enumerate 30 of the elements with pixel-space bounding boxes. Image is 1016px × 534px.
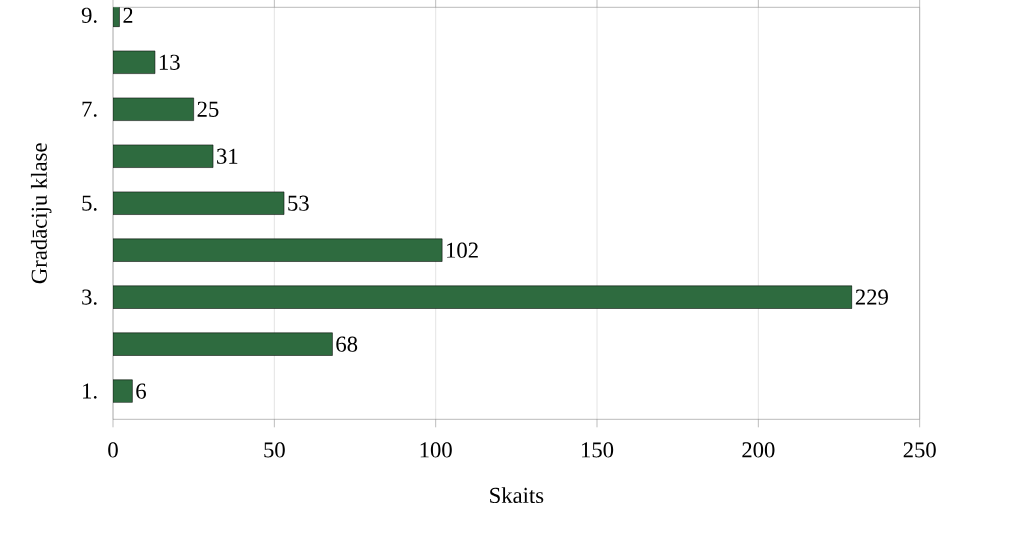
x-tick-label: 250 xyxy=(903,442,936,458)
bar xyxy=(113,50,156,74)
data-label: 6 xyxy=(136,383,146,399)
data-label: 31 xyxy=(217,148,238,164)
y-axis-title: Gradāciju klase xyxy=(30,143,52,284)
bar xyxy=(113,379,133,403)
bar xyxy=(113,191,285,215)
y-tick-label: 7. xyxy=(82,101,97,117)
y-tick-label: 9. xyxy=(81,7,97,23)
bar xyxy=(113,238,443,262)
x-tick-label: 50 xyxy=(264,442,285,458)
data-label: 53 xyxy=(288,195,309,211)
data-label: 2 xyxy=(123,7,133,23)
bar xyxy=(113,144,214,168)
x-tick-label: 0 xyxy=(108,442,118,458)
x-tick-label: 150 xyxy=(581,442,614,458)
x-axis-title: Skaits xyxy=(490,487,544,504)
y-tick-label: 5. xyxy=(82,195,97,211)
x-tick-label: 200 xyxy=(742,442,775,458)
data-label: 25 xyxy=(197,101,219,117)
data-label: 68 xyxy=(336,336,358,352)
y-tick-label: 3. xyxy=(82,289,97,305)
x-tick-label: 100 xyxy=(420,442,452,458)
y-tick-label: 1. xyxy=(83,383,97,399)
bar xyxy=(113,332,333,356)
data-label: 13 xyxy=(159,54,180,70)
bar xyxy=(113,285,853,309)
data-label: 229 xyxy=(855,289,888,305)
data-label: 102 xyxy=(447,242,478,258)
bar xyxy=(113,97,194,121)
